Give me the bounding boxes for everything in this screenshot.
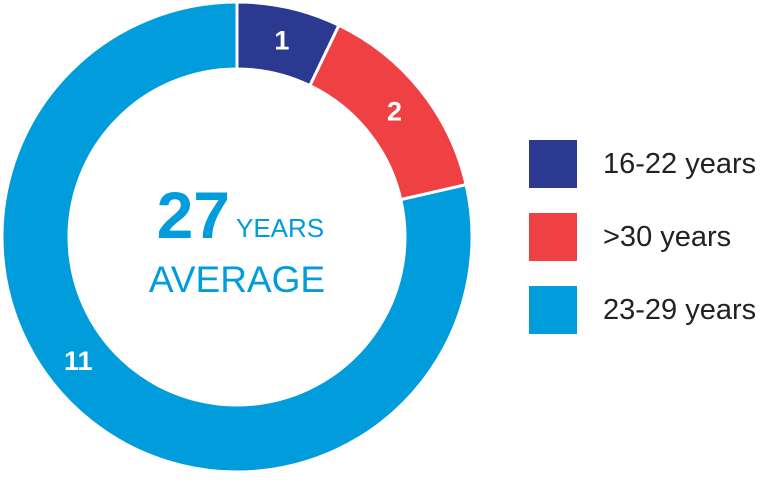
legend-label-over-30: >30 years <box>603 220 732 253</box>
legend-item-16-22: 16-22 years <box>529 140 777 188</box>
center-unit: YEARS <box>236 213 324 243</box>
legend: 16-22 years >30 years 23-29 years <box>529 140 777 359</box>
center-text: 27 YEARS AVERAGE <box>149 178 325 300</box>
legend-label-16-22: 16-22 years <box>603 147 757 180</box>
legend-label-23-29: 23-29 years <box>603 293 757 326</box>
center-number: 27 <box>157 178 230 252</box>
slice-label-23-29: 11 <box>64 346 93 376</box>
slice-23-29 <box>0 0 474 474</box>
slices-group <box>0 0 474 474</box>
legend-item-over-30: >30 years <box>529 213 777 261</box>
slice-labels-group: 1 2 11 <box>64 26 402 377</box>
legend-swatch-16-22 <box>529 140 577 188</box>
legend-swatch-23-29 <box>529 286 577 334</box>
slice-label-over-30: 2 <box>387 96 402 126</box>
legend-swatch-over-30 <box>529 213 577 261</box>
center-caption: AVERAGE <box>149 259 325 300</box>
slice-label-16-22: 1 <box>274 26 289 56</box>
legend-item-23-29: 23-29 years <box>529 286 777 334</box>
